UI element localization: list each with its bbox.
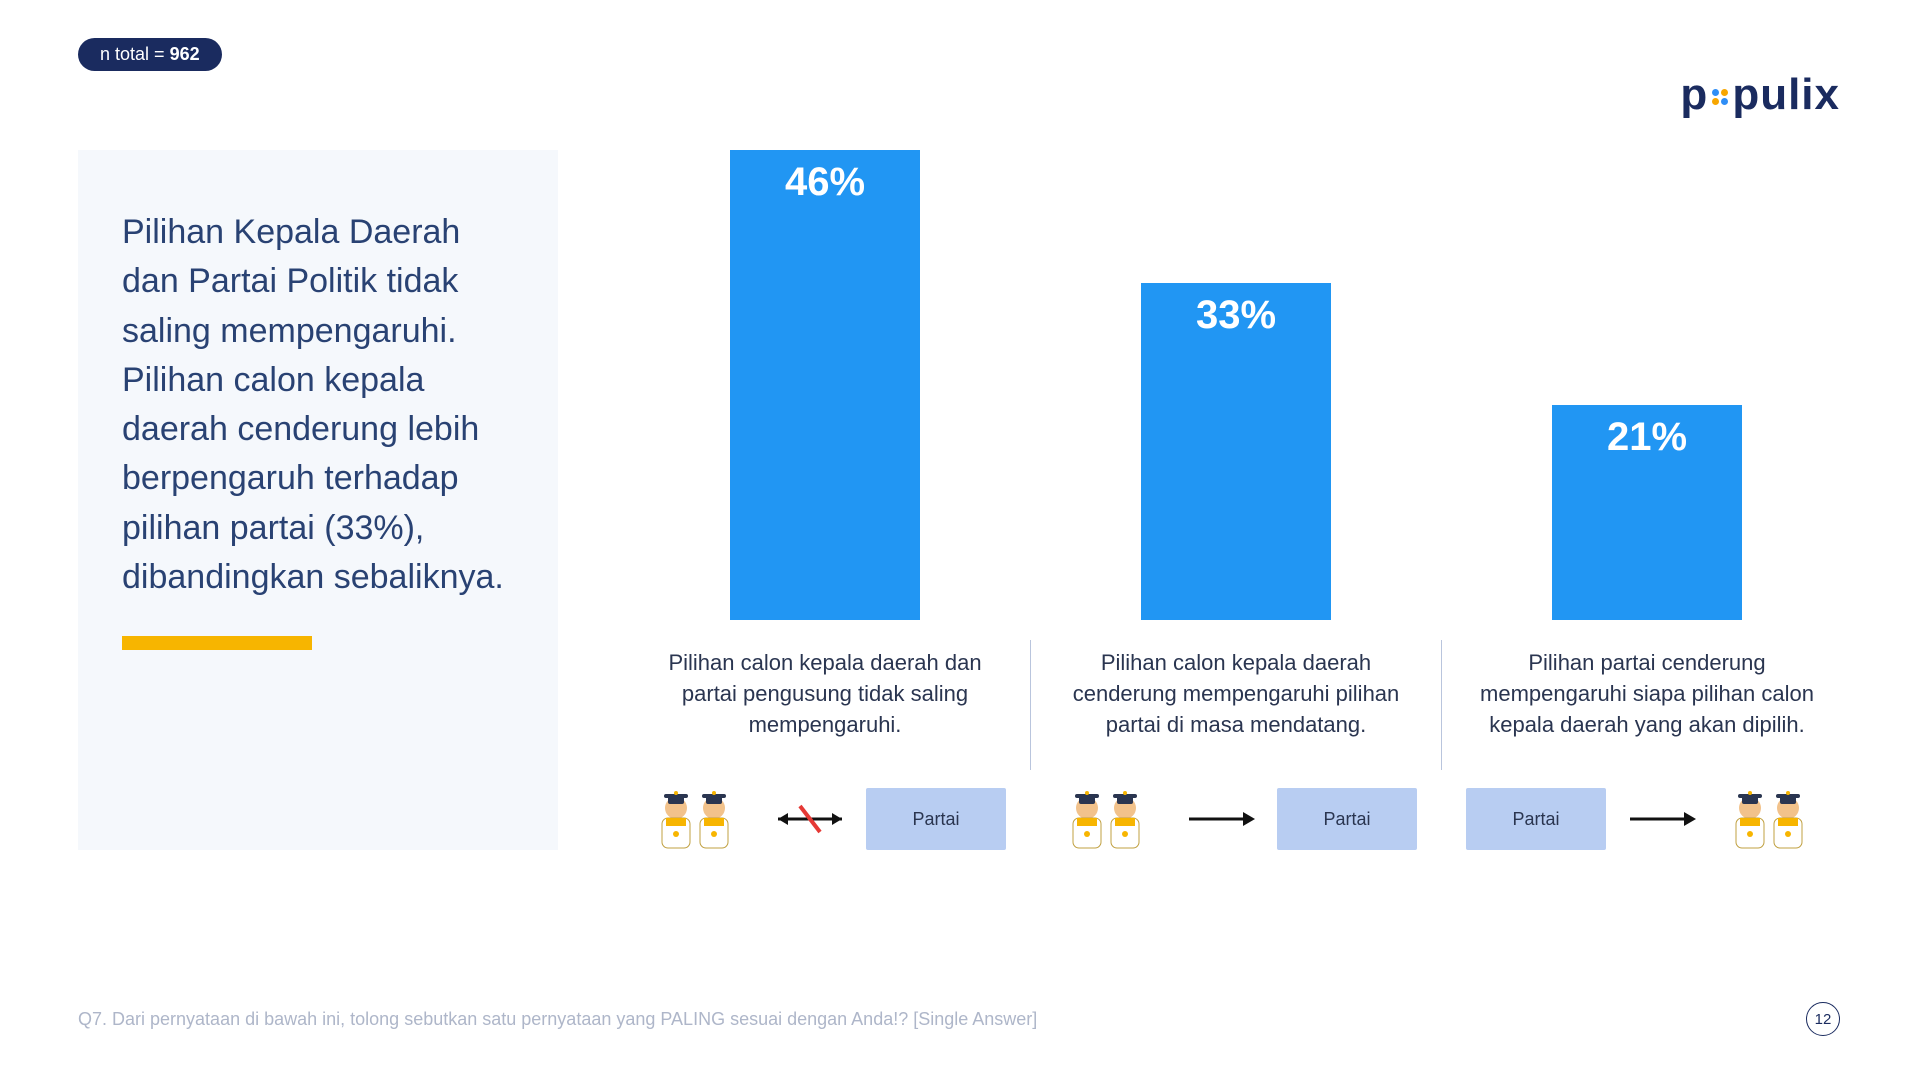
bar-panel-1: 33% Pilihan calon kepala daerah cenderun… [1030, 150, 1441, 890]
icon-row-1: Partai [1055, 788, 1417, 850]
bar-chart: 46% Pilihan calon kepala daerah dan part… [620, 150, 1850, 890]
bar-0: 46% [730, 150, 920, 620]
n-total-pill: n total = 962 [78, 38, 222, 71]
bar-panel-2: 21% Pilihan partai cenderung mempengaruh… [1441, 150, 1852, 890]
bar-desc-2: Pilihan partai cenderung mempengaruhi si… [1467, 648, 1827, 768]
n-label: n total = [100, 44, 170, 64]
summary-underline [122, 636, 312, 650]
bar-wrap: 46% [644, 150, 1006, 620]
icon-row-0: Partai [644, 788, 1006, 850]
partai-box: Partai [1277, 788, 1417, 850]
logo-dots-icon [1712, 89, 1728, 105]
partai-box: Partai [1466, 788, 1606, 850]
bar-wrap: 33% [1055, 150, 1417, 620]
bar-wrap: 21% [1466, 150, 1828, 620]
arrow-right-icon [1181, 804, 1261, 834]
bar-label-0: 46% [730, 160, 920, 205]
page-number: 12 [1806, 1002, 1840, 1036]
logo-left: p [1680, 70, 1708, 120]
bar-label-1: 33% [1141, 293, 1331, 338]
bar-panel-0: 46% Pilihan calon kepala daerah dan part… [620, 150, 1030, 890]
summary-text: Pilihan Kepala Daerah dan Partai Politik… [122, 208, 514, 602]
partai-box: Partai [866, 788, 1006, 850]
footer-question: Q7. Dari pernyataan di bawah ini, tolong… [78, 1009, 1037, 1030]
n-value: 962 [170, 44, 200, 64]
bar-label-2: 21% [1552, 415, 1742, 460]
summary-sidebar: Pilihan Kepala Daerah dan Partai Politik… [78, 150, 558, 850]
bar-desc-0: Pilihan calon kepala daerah dan partai p… [645, 648, 1005, 768]
arrow-right-icon [1622, 804, 1702, 834]
populix-logo: p pulix [1680, 70, 1840, 120]
bar-1: 33% [1141, 283, 1331, 620]
bar-desc-1: Pilihan calon kepala daerah cenderung me… [1056, 648, 1416, 768]
logo-right: pulix [1732, 70, 1840, 120]
bar-2: 21% [1552, 405, 1742, 620]
candidates-icon [644, 788, 754, 850]
arrow-both-blocked-icon [770, 804, 850, 834]
icon-row-2: Partai [1466, 788, 1828, 850]
candidates-icon [1718, 788, 1828, 850]
candidates-icon [1055, 788, 1165, 850]
